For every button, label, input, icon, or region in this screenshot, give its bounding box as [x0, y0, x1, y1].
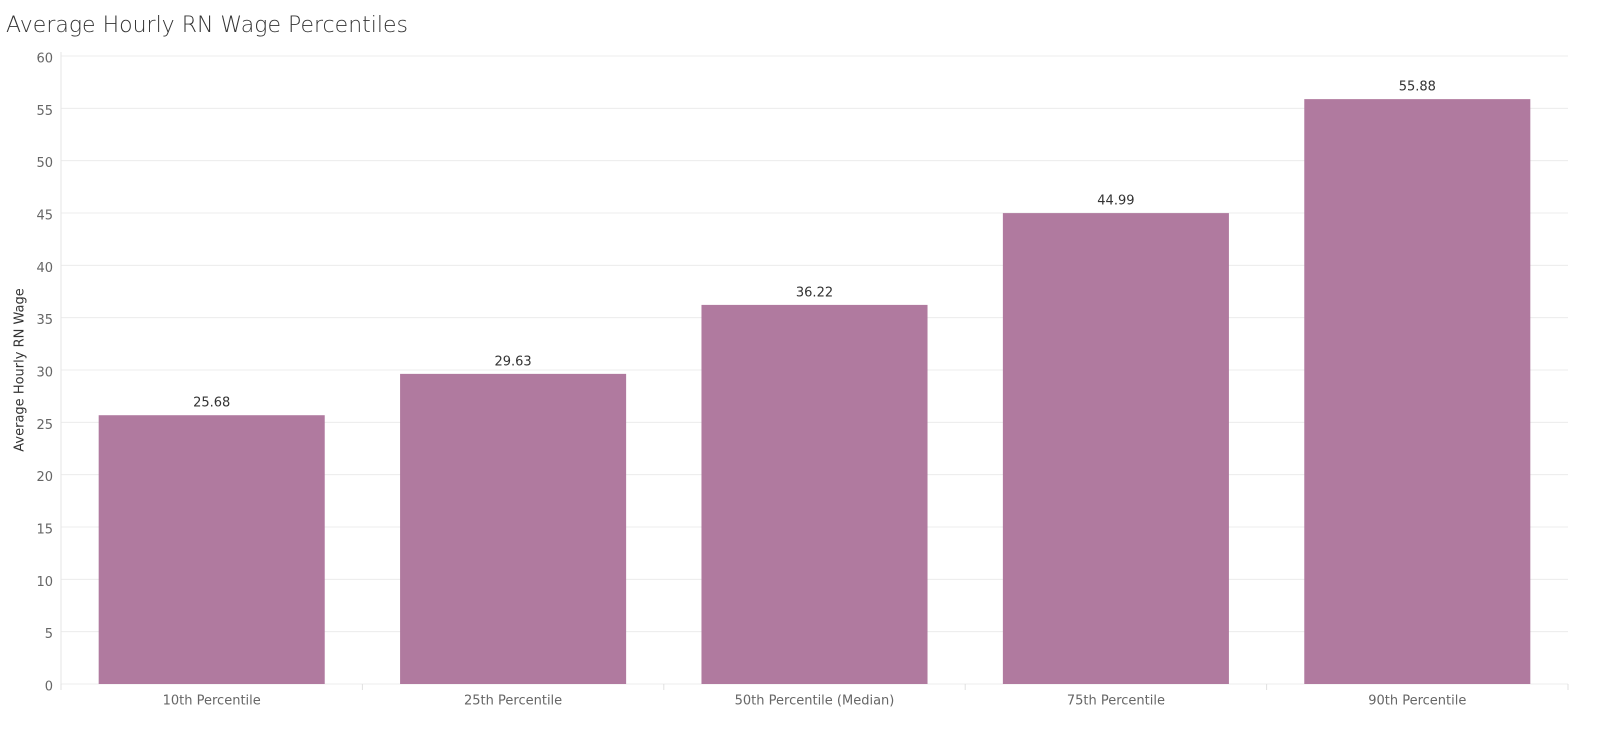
chart-title: Average Hourly RN Wage Percentiles	[6, 13, 408, 38]
y-tick-label: 55	[36, 104, 53, 119]
bar	[98, 415, 325, 684]
x-tick-label: 75th Percentile	[1067, 694, 1165, 709]
bar	[400, 373, 627, 684]
y-tick-label: 25	[36, 418, 53, 433]
value-label: 55.88	[1399, 80, 1436, 95]
x-tick-label: 50th Percentile (Median)	[735, 694, 895, 709]
y-tick-label: 15	[36, 523, 53, 538]
y-tick-label: 45	[36, 209, 53, 224]
y-tick-label: 40	[36, 261, 53, 276]
x-tick-label: 90th Percentile	[1368, 694, 1466, 709]
y-tick-label: 50	[36, 156, 53, 171]
bar	[701, 304, 928, 684]
y-tick-label: 0	[45, 680, 53, 695]
y-tick-label: 30	[36, 366, 53, 381]
bar	[1002, 213, 1229, 684]
y-tick-label: 60	[36, 52, 53, 67]
x-tick-label: 10th Percentile	[163, 694, 261, 709]
value-label: 25.68	[193, 396, 230, 411]
y-tick-label: 5	[45, 627, 53, 642]
y-tick-label: 35	[36, 313, 53, 328]
bar	[1304, 99, 1531, 684]
value-label: 36.22	[796, 285, 833, 300]
value-label: 44.99	[1097, 194, 1134, 209]
x-tick-label: 25th Percentile	[464, 694, 562, 709]
value-label: 29.63	[494, 354, 531, 369]
y-tick-label: 10	[36, 575, 53, 590]
y-tick-label: 20	[36, 470, 53, 485]
y-axis-label: Average Hourly RN Wage	[13, 288, 28, 451]
